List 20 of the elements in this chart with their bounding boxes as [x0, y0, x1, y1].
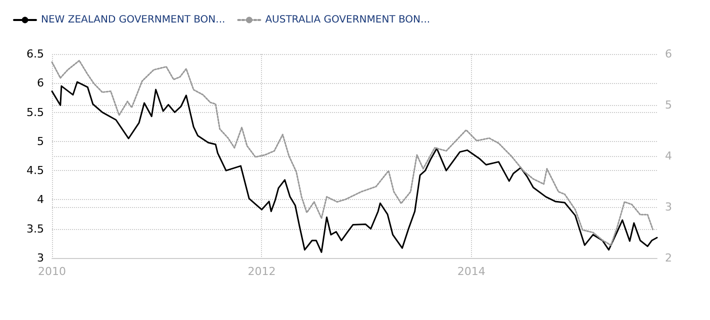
y-tick-label: 3.5	[26, 222, 44, 236]
y-tick-label: 5.5	[26, 106, 44, 119]
y2-tick-label: 5	[665, 98, 672, 112]
legend-label: NEW ZEALAND GOVERNMENT BON...	[41, 14, 226, 26]
y-tick-label: 4	[37, 193, 44, 206]
y-tick-label: 6	[37, 76, 44, 90]
y-tick-label: 5	[37, 134, 44, 148]
y2-tick-label: 4	[665, 150, 672, 162]
legend-label: AUSTRALIA GOVERNMENT BON...	[265, 14, 430, 26]
y2-tick-label: 2	[665, 252, 672, 264]
y2-tick-label: 6	[665, 48, 672, 60]
y-tick-label: 3	[37, 252, 44, 264]
x-tick-label: 2014	[457, 265, 486, 278]
y-tick-label: 4.5	[26, 164, 44, 178]
x-tick-label: 2012	[248, 265, 276, 278]
y2-tick-label: 3	[665, 200, 672, 214]
line-series	[51, 60, 654, 246]
y-tick-label: 6.5	[26, 48, 44, 60]
x-tick-label: 2010	[38, 265, 66, 278]
line-series	[51, 81, 658, 253]
